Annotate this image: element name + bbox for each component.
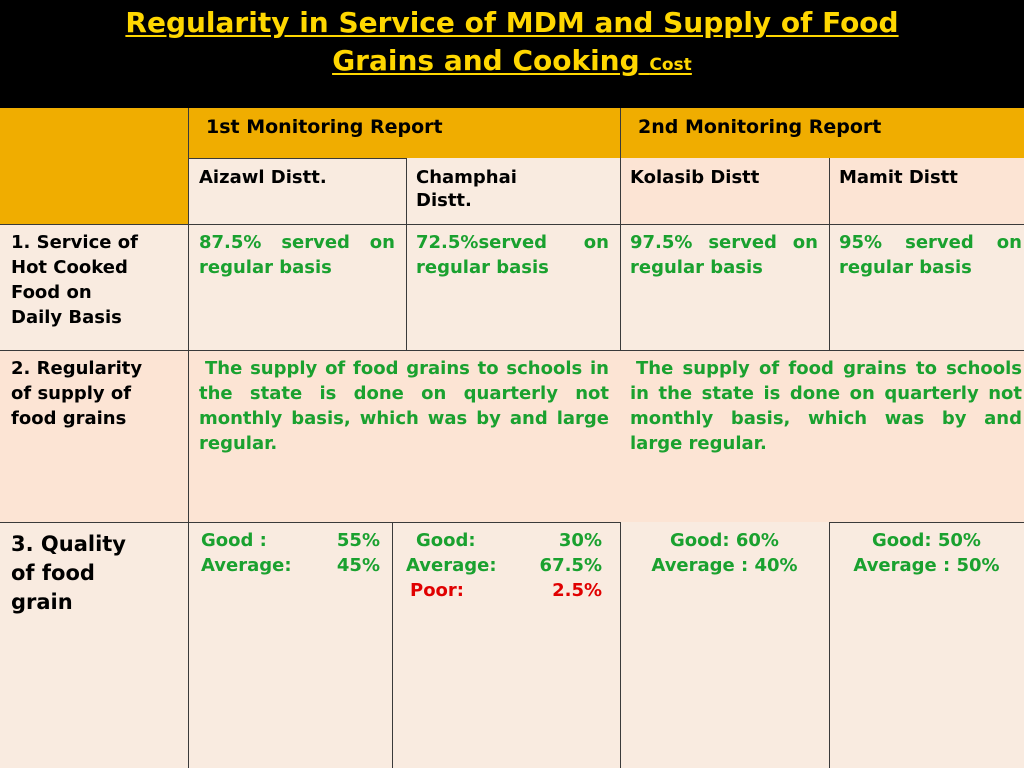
corner-cell xyxy=(0,108,188,224)
district-mamit-label: Mamit Distt xyxy=(839,167,958,188)
grid-line xyxy=(392,522,393,768)
district-aizawl-label: Aizawl Distt. xyxy=(199,167,327,188)
row-service-label-2: Hot Cooked xyxy=(11,257,128,278)
district-kolasib: Kolasib Distt xyxy=(620,158,829,224)
district-champhai-line-2: Distt. xyxy=(416,190,472,211)
quality-champhai-poor-label: Poor: xyxy=(410,580,464,601)
quality-champhai-good-label: Good: xyxy=(416,530,476,551)
row-service-label-1: 1. Service of xyxy=(11,232,138,253)
quality-aizawl-avg-value: 45% xyxy=(336,555,380,576)
quality-aizawl-good: Good : 55% xyxy=(201,528,380,553)
grid-line xyxy=(620,108,621,350)
grid-line xyxy=(829,522,830,768)
row-quality-label: 3. Quality of food grain xyxy=(0,522,188,768)
grid-line xyxy=(188,158,406,159)
grid-line xyxy=(0,350,1024,351)
row-supply-label: 2. Regularity of supply of food grains xyxy=(0,350,188,522)
quality-mamit-good: Good: 50% xyxy=(872,530,981,551)
quality-aizawl-avg-label: Average: xyxy=(201,555,292,576)
grid-line xyxy=(406,158,407,350)
quality-aizawl-good-value: 55% xyxy=(336,530,380,551)
grid-line xyxy=(620,522,621,768)
quality-mamit: Good: 50% Average : 50% xyxy=(829,522,1024,768)
slide-title: Regularity in Service of MDM and Supply … xyxy=(0,0,1024,108)
row-quality-label-3: grain xyxy=(11,590,73,614)
supply-first-text: The supply of food grains to schools in … xyxy=(199,358,609,454)
first-report-label: 1st Monitoring Report xyxy=(206,116,443,138)
district-aizawl: Aizawl Distt. xyxy=(188,158,406,224)
row-quality-label-2: of food xyxy=(11,561,95,585)
grid-line xyxy=(188,108,189,768)
grid-line xyxy=(829,158,830,350)
quality-aizawl-good-label: Good : xyxy=(201,530,267,551)
second-report-label: 2nd Monitoring Report xyxy=(638,116,882,138)
quality-aizawl-average: Average: 45% xyxy=(201,553,380,578)
quality-kolasib-good: Good: 60% xyxy=(670,530,779,551)
row-supply-label-1: 2. Regularity xyxy=(11,358,143,379)
supply-first-report: The supply of food grains to schools in … xyxy=(188,350,620,522)
title-line-2-small: Cost xyxy=(649,55,692,75)
row-supply-label-3: food grains xyxy=(11,408,127,429)
quality-kolasib-average: Average : 40% xyxy=(651,555,798,576)
quality-champhai-poor-value: 2.5% xyxy=(552,580,602,601)
quality-aizawl: Good : 55% Average: 45% xyxy=(188,522,392,768)
service-kolasib: 97.5% served on regular basis xyxy=(620,224,829,350)
quality-champhai-avg-value: 67.5% xyxy=(539,555,602,576)
row-service-label-3: Food on xyxy=(11,282,92,303)
grid-line xyxy=(0,224,1024,225)
service-aizawl-text: 87.5% served on regular basis xyxy=(199,232,395,278)
title-line-2: Grains and Cooking Cost xyxy=(332,44,692,77)
quality-champhai-poor: Poor: 2.5% xyxy=(406,578,602,603)
row-service-label-4: Daily Basis xyxy=(11,307,122,328)
quality-champhai-good-value: 30% xyxy=(558,530,602,551)
service-mamit-text: 95% served on regular basis xyxy=(839,232,1022,278)
district-champhai: Champhai Distt. xyxy=(406,158,620,224)
quality-mamit-average: Average : 50% xyxy=(853,555,1000,576)
quality-champhai: Good: 30% Average: 67.5% Poor: 2.5% xyxy=(392,522,620,768)
supply-second-text: The supply of food grains to schools in … xyxy=(630,358,1022,454)
quality-champhai-good: Good: 30% xyxy=(406,528,602,553)
title-line-2-main: Grains and Cooking xyxy=(332,44,640,77)
district-champhai-line-1: Champhai xyxy=(416,167,517,188)
quality-kolasib: Good: 60% Average : 40% xyxy=(620,522,829,768)
district-kolasib-label: Kolasib Distt xyxy=(630,167,760,188)
service-champhai: 72.5%served on regular basis xyxy=(406,224,620,350)
grid-line xyxy=(0,522,620,523)
district-mamit: Mamit Distt xyxy=(829,158,1024,224)
grid-line xyxy=(829,522,1024,523)
service-kolasib-text: 97.5% served on regular basis xyxy=(630,232,818,278)
quality-champhai-avg-label: Average: xyxy=(406,555,497,576)
row-quality-label-1: 3. Quality xyxy=(11,532,126,556)
quality-champhai-average: Average: 67.5% xyxy=(406,553,602,578)
first-report-header: 1st Monitoring Report xyxy=(188,108,620,158)
service-mamit: 95% served on regular basis xyxy=(829,224,1024,350)
service-champhai-text: 72.5%served on regular basis xyxy=(416,232,609,278)
title-line-1: Regularity in Service of MDM and Supply … xyxy=(125,6,899,39)
supply-second-report: The supply of food grains to schools in … xyxy=(620,350,1024,522)
service-aizawl: 87.5% served on regular basis xyxy=(188,224,406,350)
row-supply-label-2: of supply of xyxy=(11,383,132,404)
second-report-header: 2nd Monitoring Report xyxy=(620,108,1024,158)
row-service-label: 1. Service of Hot Cooked Food on Daily B… xyxy=(0,224,188,350)
